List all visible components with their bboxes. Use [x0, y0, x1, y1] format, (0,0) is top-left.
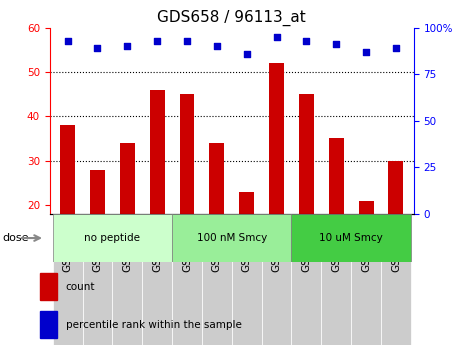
Bar: [262, 214, 291, 345]
Point: [303, 38, 310, 43]
Bar: [120, 143, 135, 294]
Bar: [172, 214, 202, 345]
Bar: [40, 273, 57, 300]
Text: 10 uM Smcy: 10 uM Smcy: [319, 233, 383, 243]
Text: no peptide: no peptide: [84, 233, 140, 243]
Bar: [329, 138, 344, 294]
Point: [183, 38, 191, 43]
Text: dose: dose: [2, 233, 29, 243]
Bar: [291, 214, 321, 345]
Bar: [388, 161, 403, 294]
Point: [273, 34, 280, 40]
Bar: [359, 200, 374, 294]
Point: [243, 51, 251, 57]
Bar: [299, 94, 314, 294]
Point: [333, 42, 340, 47]
Bar: [210, 143, 224, 294]
Bar: [113, 214, 142, 345]
Bar: [142, 214, 172, 345]
Point: [153, 38, 161, 43]
Bar: [82, 214, 113, 345]
Bar: [202, 214, 232, 345]
Bar: [40, 311, 57, 338]
Bar: [381, 214, 411, 345]
Title: GDS658 / 96113_at: GDS658 / 96113_at: [158, 10, 306, 26]
Bar: [232, 214, 262, 345]
Bar: [239, 192, 254, 294]
Text: percentile rank within the sample: percentile rank within the sample: [66, 320, 242, 330]
Bar: [90, 169, 105, 294]
Point: [362, 49, 370, 55]
Point: [392, 45, 400, 51]
Bar: [60, 125, 75, 294]
Bar: [172, 214, 291, 262]
Bar: [53, 214, 172, 262]
Text: 100 nM Smcy: 100 nM Smcy: [197, 233, 267, 243]
Bar: [321, 214, 351, 345]
Bar: [180, 94, 194, 294]
Bar: [149, 90, 165, 294]
Point: [64, 38, 71, 43]
Bar: [351, 214, 381, 345]
Bar: [291, 214, 411, 262]
Text: count: count: [66, 282, 95, 292]
Point: [213, 43, 220, 49]
Point: [94, 45, 101, 51]
Point: [123, 43, 131, 49]
Bar: [269, 63, 284, 294]
Bar: [53, 214, 82, 345]
